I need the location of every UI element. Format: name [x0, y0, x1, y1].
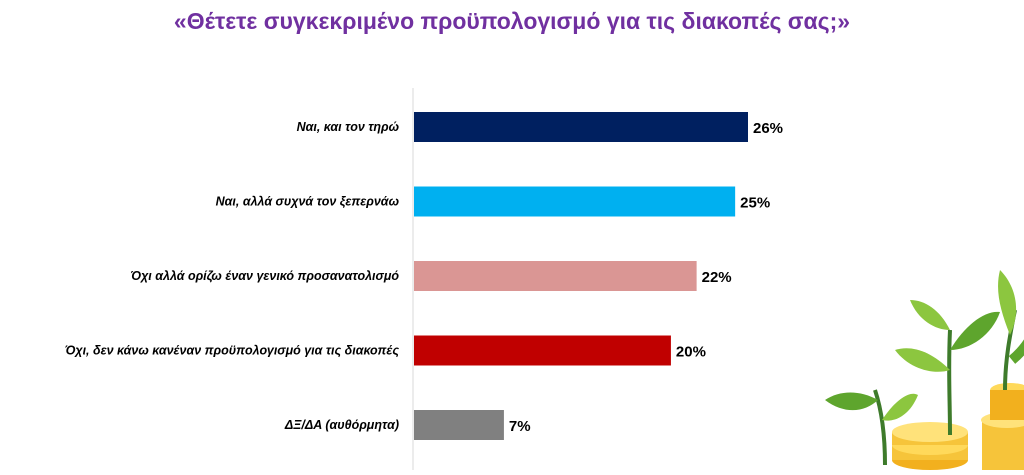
value-label-3: 22% [702, 269, 732, 286]
coin-stack-icon [892, 383, 1024, 470]
category-label-1: Ναι, και τον τηρώ [297, 120, 400, 134]
category-label-4: Όχι, δεν κάνω κανέναν προϋπολογισμό για … [65, 344, 400, 358]
bar-2 [414, 186, 736, 217]
category-label-2: Ναι, αλλά συχνά τον ξεπερνάω [216, 195, 400, 209]
bar-4 [414, 335, 671, 366]
value-label-2: 25% [740, 195, 770, 212]
money-plant-illustration [825, 270, 1024, 470]
bar-1 [414, 112, 748, 142]
bar-3 [414, 261, 697, 291]
plant-icon [825, 270, 1024, 466]
category-label-5: ΔΞ/ΔΑ (αυθόρμητα) [284, 418, 399, 432]
chart-title: «Θέτετε συγκεκριμένο προϋπολογισμό για τ… [173, 8, 851, 34]
value-label-4: 20% [676, 344, 706, 361]
value-label-5: 7% [509, 418, 531, 435]
value-label-1: 26% [753, 120, 783, 137]
bar-5 [414, 410, 504, 440]
category-label-3: Όχι αλλά ορίζω έναν γενικό προσανατολισμ… [131, 269, 400, 283]
